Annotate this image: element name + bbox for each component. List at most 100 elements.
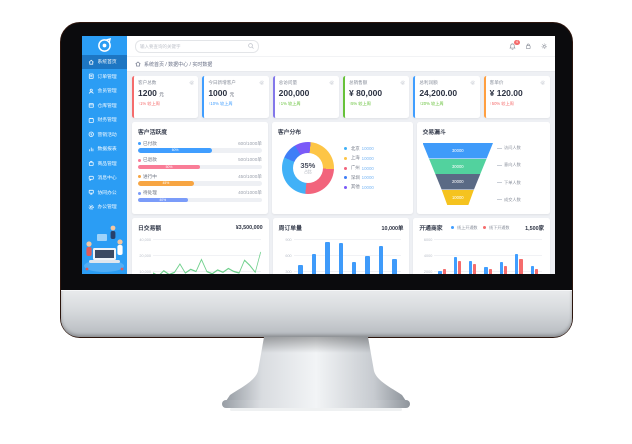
bar bbox=[338, 242, 343, 274]
funnel-layer: 30000 bbox=[428, 158, 487, 174]
kpi-card-1: 今日新增客户 1000 元 ↑10% 较上周 bbox=[202, 76, 269, 118]
panel-trade-funnel: 交易漏斗 30000 30000 20000 10000 访问人数 意向人数 下单人数 成交… bbox=[416, 122, 550, 214]
kpi-card-5: 客单价 ¥ 120.00 ↑50% 较上周 bbox=[483, 76, 550, 118]
y-axis-label: 20,000 bbox=[139, 253, 151, 258]
gear-icon[interactable] bbox=[189, 80, 195, 86]
sidebar-item-6[interactable]: 数据报表 bbox=[82, 142, 127, 157]
bag-icon bbox=[88, 160, 94, 166]
activity-ratio: 450/1000单 bbox=[238, 173, 262, 179]
funnel-layers: 30000 30000 20000 10000 bbox=[422, 143, 493, 205]
bar bbox=[469, 260, 473, 274]
kpi-sub: ↑1% 较上周 bbox=[138, 100, 160, 106]
progress-bar: 45% bbox=[138, 181, 262, 186]
monitor-bezel: 系统首页订单管理会员管理仓库管理 财务管理 营销活动 数据报表商品管理消息中心协同办公… bbox=[60, 22, 573, 338]
sidebar-item-4[interactable]: 财务管理 bbox=[82, 113, 127, 128]
legend-label: 线上开通数 bbox=[457, 224, 478, 230]
kpi-value: ¥ 80,000 bbox=[348, 88, 383, 98]
sidebar-item-label: 会员管理 bbox=[97, 89, 117, 95]
activity-row: 待处理 400/1000单 40% bbox=[138, 190, 262, 202]
gear-icon[interactable] bbox=[541, 43, 548, 50]
progress-bar: 50% bbox=[138, 164, 262, 169]
activity-row: 进行中 450/1000单 45% bbox=[138, 174, 262, 186]
order-icon bbox=[88, 73, 94, 79]
legend-dot bbox=[343, 156, 347, 160]
gear-icon[interactable] bbox=[259, 80, 265, 86]
activity-label: 已退款 bbox=[143, 157, 157, 162]
activity-label: 进行中 bbox=[143, 173, 157, 179]
kpi-value: 1000 元 bbox=[208, 88, 235, 98]
bar bbox=[298, 265, 303, 274]
bar-group bbox=[438, 269, 446, 274]
legend-item[interactable]: 线下开通数 bbox=[482, 225, 509, 231]
legend-item[interactable]: 线上开通数 bbox=[450, 224, 478, 231]
kpi-title: 今日新增客户 bbox=[208, 79, 236, 85]
kpi-value: 200,000 bbox=[278, 88, 310, 98]
grouped-bar-chart: 6000 4000 2000 bbox=[419, 235, 544, 274]
panel-customer-distribution: 客户分布 35% 占比 北京 10000 上海 10000 广州 10000 深… bbox=[271, 122, 413, 214]
gear-icon bbox=[88, 204, 94, 210]
bar bbox=[534, 269, 538, 274]
coin-icon bbox=[88, 131, 94, 137]
screen: 系统首页订单管理会员管理仓库管理 财务管理 营销活动 数据报表商品管理消息中心协同办公… bbox=[82, 36, 555, 274]
sidebar-item-label: 商品管理 bbox=[97, 161, 117, 167]
bar-group bbox=[515, 253, 523, 274]
donut-chart: 35% 占比 北京 10000 上海 10000 广州 10000 深圳 100… bbox=[278, 142, 407, 194]
panel-title: 日交易额 bbox=[138, 226, 162, 232]
funnel-layer: 10000 bbox=[441, 189, 474, 205]
bell-icon[interactable]: 4 bbox=[509, 39, 520, 50]
bottom-row: 日交易额 ¥3,500,000 40,000 20,000 10,000 周订单量 … bbox=[132, 218, 551, 274]
legend-dot bbox=[482, 226, 486, 229]
sidebar: 系统首页订单管理会员管理仓库管理 财务管理 营销活动 数据报表商品管理消息中心协同办公… bbox=[82, 36, 127, 274]
sidebar-item-1[interactable]: 订单管理 bbox=[82, 69, 127, 84]
bar bbox=[515, 253, 519, 274]
breadcrumb[interactable]: 系统首页 / 数据中心 / 实时数据 bbox=[127, 56, 555, 72]
app-logo[interactable] bbox=[82, 36, 127, 55]
kpi-card-0: 客户总数 1200 元 ↑1% 较上周 bbox=[132, 76, 199, 118]
lock-icon[interactable] bbox=[525, 43, 532, 50]
sidebar-item-9[interactable]: 协同办公 bbox=[82, 185, 127, 200]
kpi-title: 客户总数 bbox=[138, 79, 157, 85]
legend-item[interactable]: 其他 10000 bbox=[343, 184, 374, 190]
search-input[interactable] bbox=[136, 43, 248, 49]
activity-row: 已付款 600/1000单 60% bbox=[138, 141, 262, 153]
home-icon bbox=[88, 59, 94, 65]
bar-group bbox=[453, 256, 462, 274]
sidebar-item-8[interactable]: 消息中心 bbox=[82, 171, 127, 186]
sidebar-item-label: 系统首页 bbox=[97, 60, 117, 66]
box-icon bbox=[88, 103, 94, 108]
donut-center: 35% 占比 bbox=[292, 153, 323, 183]
sidebar-item-10[interactable]: 办公管理 bbox=[82, 200, 127, 215]
legend-item[interactable]: 深圳 10000 bbox=[343, 175, 374, 181]
funnel-label: 访问人数 bbox=[497, 145, 521, 151]
legend-dot bbox=[138, 191, 141, 195]
gear-icon[interactable] bbox=[470, 80, 476, 86]
sidebar-nav: 系统首页订单管理会员管理仓库管理 财务管理 营销活动 数据报表商品管理消息中心协同办公… bbox=[82, 54, 127, 215]
legend-item[interactable]: 上海 10000 bbox=[343, 155, 374, 161]
y-axis-label: 4000 bbox=[423, 253, 433, 258]
legend-value: 10000 bbox=[361, 165, 374, 171]
legend-item[interactable]: 广州 10000 bbox=[343, 165, 374, 171]
target-logo-icon bbox=[98, 37, 112, 52]
kpi-card-3: 总销售额 ¥ 80,000 ↑5% 较上周 bbox=[342, 76, 410, 118]
funnel-chart: 30000 30000 20000 10000 访问人数 意向人数 下单人数 成交人数 bbox=[422, 143, 544, 205]
legend-item[interactable]: 北京 10000 bbox=[343, 146, 374, 152]
sidebar-item-0[interactable]: 系统首页 bbox=[82, 54, 127, 69]
weekly-orders-total: 10,000单 bbox=[381, 225, 404, 232]
kpi-value: 1200 元 bbox=[138, 88, 164, 98]
donut-center-sub: 占比 bbox=[304, 170, 312, 174]
activity-ratio: 400/1000单 bbox=[238, 190, 262, 195]
sidebar-item-5[interactable]: 营销活动 bbox=[82, 127, 127, 142]
sidebar-item-3[interactable]: 仓库管理 bbox=[82, 98, 127, 113]
sidebar-item-2[interactable]: 会员管理 bbox=[82, 84, 127, 99]
sidebar-item-7[interactable]: 商品管理 bbox=[82, 156, 127, 171]
search-icon bbox=[248, 43, 254, 49]
bar-group bbox=[484, 267, 492, 274]
kpi-row: 客户总数 1200 元 ↑1% 较上周 今日新增客户 1000 元 ↑10% 较上… bbox=[132, 76, 550, 118]
gear-icon[interactable] bbox=[540, 80, 546, 86]
gear-icon[interactable] bbox=[329, 80, 335, 86]
topbar: 4 bbox=[127, 36, 555, 56]
sidebar-item-label: 协同办公 bbox=[97, 190, 117, 196]
gear-icon[interactable] bbox=[400, 80, 406, 86]
funnel-label: 成交人数 bbox=[497, 197, 521, 203]
bar bbox=[392, 258, 397, 274]
